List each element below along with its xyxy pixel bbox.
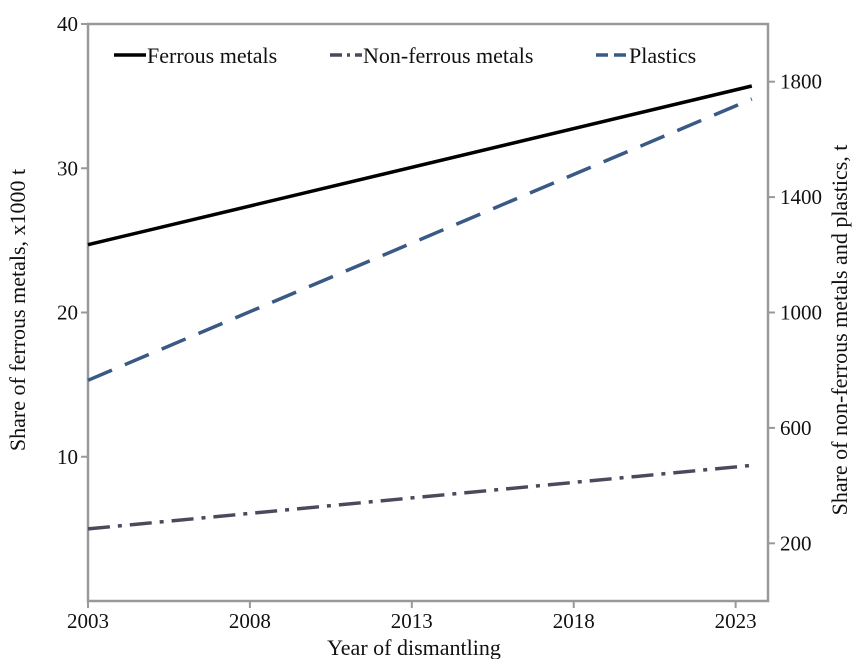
left-y-tick-label: 10 (57, 445, 78, 469)
right-y-tick-label: 1400 (780, 185, 822, 209)
x-tick-label: 2023 (715, 609, 757, 633)
x-tick-label: 2013 (391, 609, 433, 633)
x-tick-label: 2018 (553, 609, 595, 633)
series-line-non-ferrous-metals (87, 463, 752, 531)
legend-label-ferrous-metals: Ferrous metals (147, 43, 277, 68)
legend-label-plastics: Plastics (629, 43, 696, 68)
left-axis-title: Share of ferrous metals, x1000 t (5, 169, 30, 451)
x-tick-label: 2003 (67, 609, 109, 633)
left-y-tick-label: 40 (57, 12, 78, 36)
legend: Ferrous metals Non-ferrous metals Plastics (114, 43, 696, 68)
left-y-tick-label: 30 (57, 156, 78, 180)
series-line-ferrous-metals (87, 84, 753, 247)
ticks-layer: 2003 2008 2013 2018 2023 10 20 30 40 200 600 1000 14… (57, 12, 822, 633)
right-y-tick-label: 600 (780, 416, 812, 440)
x-tick-label: 2008 (229, 609, 271, 633)
left-y-tick-label: 20 (57, 301, 78, 325)
right-y-tick-label: 1800 (780, 70, 822, 94)
plot-border (86, 22, 770, 603)
legend-label-non-ferrous-metals: Non-ferrous metals (363, 43, 533, 68)
series-layer (87, 84, 753, 531)
series-line-plastics (87, 97, 753, 382)
right-y-tick-label: 1000 (780, 301, 822, 325)
right-axis-title: Share of non-ferrous metals and plastics… (827, 145, 852, 516)
x-axis-title: Year of dismantling (327, 635, 501, 659)
plot-frame (86, 22, 770, 603)
right-y-tick-label: 200 (780, 531, 812, 555)
